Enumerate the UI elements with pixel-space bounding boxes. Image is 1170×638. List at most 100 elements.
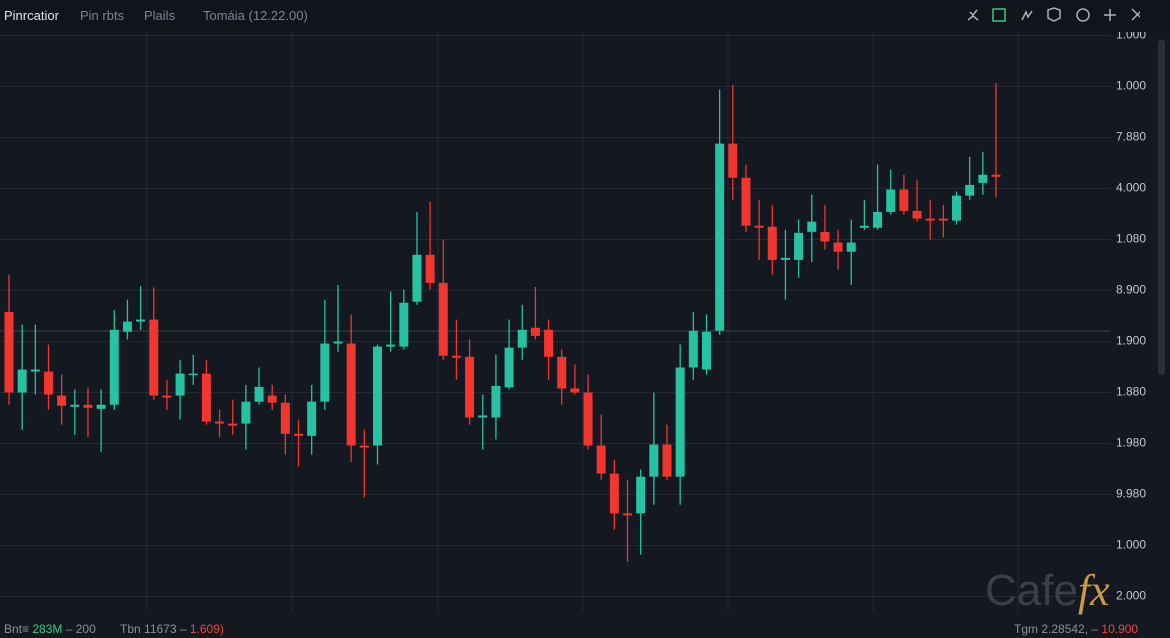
candle-body: [570, 388, 580, 393]
candle-body: [201, 373, 211, 422]
candle-body: [267, 395, 277, 403]
candle-body: [412, 254, 422, 302]
tab[interactable]: Plails: [144, 8, 176, 23]
candle-body: [688, 330, 698, 368]
candle-body: [833, 242, 843, 252]
candle-body: [149, 319, 159, 396]
footer-text: 2.28542, –: [1041, 622, 1099, 636]
candle-body: [886, 189, 896, 212]
candle-body: [912, 210, 922, 219]
icon[interactable]: [1021, 10, 1033, 21]
y-tick-label: 7.880: [1116, 130, 1146, 144]
footer-text: – 200: [65, 622, 96, 636]
candle-body: [873, 211, 883, 228]
candle-body: [649, 444, 659, 477]
candle-body: [451, 355, 461, 358]
candle-body: [372, 346, 382, 446]
candle-body: [399, 302, 409, 347]
y-tick-label: 9.980: [1116, 487, 1146, 501]
icon[interactable]: [1076, 8, 1090, 22]
candle-body: [530, 327, 540, 336]
candle-body: [754, 225, 764, 228]
candle-body: [294, 433, 304, 436]
candle-body: [175, 373, 185, 396]
candle-body: [162, 395, 172, 398]
candle-body: [254, 386, 264, 402]
watermark: Cafefx: [985, 565, 1110, 616]
candle-body: [899, 189, 909, 211]
footer-stat: Tgm 2.28542, – 10.900: [1014, 622, 1138, 636]
tab[interactable]: Pinrcatior: [4, 8, 59, 23]
candle-body: [952, 195, 962, 221]
candle-body: [136, 319, 146, 322]
y-tick-label: 2.000: [1116, 589, 1146, 603]
icon[interactable]: [1131, 8, 1140, 21]
candle-body: [662, 444, 672, 477]
icon[interactable]: [1104, 9, 1116, 21]
y-tick-label: 8.900: [1116, 283, 1146, 297]
y-tick-label: 1.880: [1116, 385, 1146, 399]
candle-body: [925, 218, 935, 221]
footer-text: Tgm: [1014, 622, 1038, 636]
candle-body: [846, 242, 856, 252]
candle-body: [741, 177, 751, 226]
footer-stat: Bnt≡ 283M – 200: [4, 622, 96, 636]
candle-body: [728, 143, 738, 178]
y-tick-label: 1.080: [1116, 232, 1146, 246]
time-grid: [146, 32, 1019, 612]
candle-body: [978, 174, 988, 183]
candle-body: [623, 513, 633, 516]
candle-body: [425, 254, 435, 283]
footer-text: 10.900: [1101, 622, 1139, 636]
candle-body: [188, 373, 198, 376]
scrollbar[interactable]: [1158, 40, 1165, 375]
candle-body: [17, 369, 27, 393]
footer-text: Tbn: [120, 622, 141, 636]
candle-body: [794, 232, 804, 260]
watermark-text: fx: [1077, 566, 1110, 615]
candle-body: [307, 401, 317, 436]
candle-body: [938, 218, 948, 221]
candle-body: [109, 329, 119, 405]
candle-body: [346, 343, 356, 446]
candle-body: [465, 356, 475, 418]
candle-body: [820, 231, 830, 242]
candle-body: [557, 356, 567, 389]
candle-body: [83, 404, 93, 408]
candle-body: [583, 392, 593, 446]
candle-body: [491, 385, 501, 418]
candle-body: [280, 402, 290, 434]
candle-body: [807, 221, 817, 232]
candle-body: [96, 404, 106, 409]
candle-body: [504, 347, 514, 388]
candle-body: [478, 415, 488, 418]
icon[interactable]: [967, 9, 979, 21]
footer-text: 11673 –: [144, 622, 187, 636]
icon[interactable]: [1047, 7, 1061, 22]
candle-body: [636, 476, 646, 514]
candle-body: [43, 371, 53, 395]
candle-body: [609, 473, 619, 514]
candle-body: [333, 341, 343, 344]
candle-body: [701, 331, 711, 370]
y-tick-label: 4.000: [1116, 181, 1146, 195]
y-tick-label: 1.000: [1116, 79, 1146, 93]
candle-body: [122, 321, 132, 332]
footer-text: 1.609): [189, 622, 224, 636]
candle-body: [991, 174, 1001, 177]
tab[interactable]: Pin rbts: [80, 8, 125, 23]
y-tick-label: 1.980: [1116, 436, 1146, 450]
icon[interactable]: [992, 8, 1006, 22]
candle-body: [965, 184, 975, 196]
candle-body: [517, 329, 527, 348]
tab[interactable]: Tomáia (12.22.00): [203, 8, 308, 23]
candle-body: [767, 226, 777, 260]
candle-body: [241, 401, 251, 424]
candle-body: [386, 344, 396, 347]
y-tick-label: 1.000: [1116, 538, 1146, 552]
header: Pinrcatior Pin rbts Plails Tomáia (12.22…: [0, 0, 1170, 32]
candle-body: [215, 421, 225, 424]
candle-body: [4, 311, 14, 393]
